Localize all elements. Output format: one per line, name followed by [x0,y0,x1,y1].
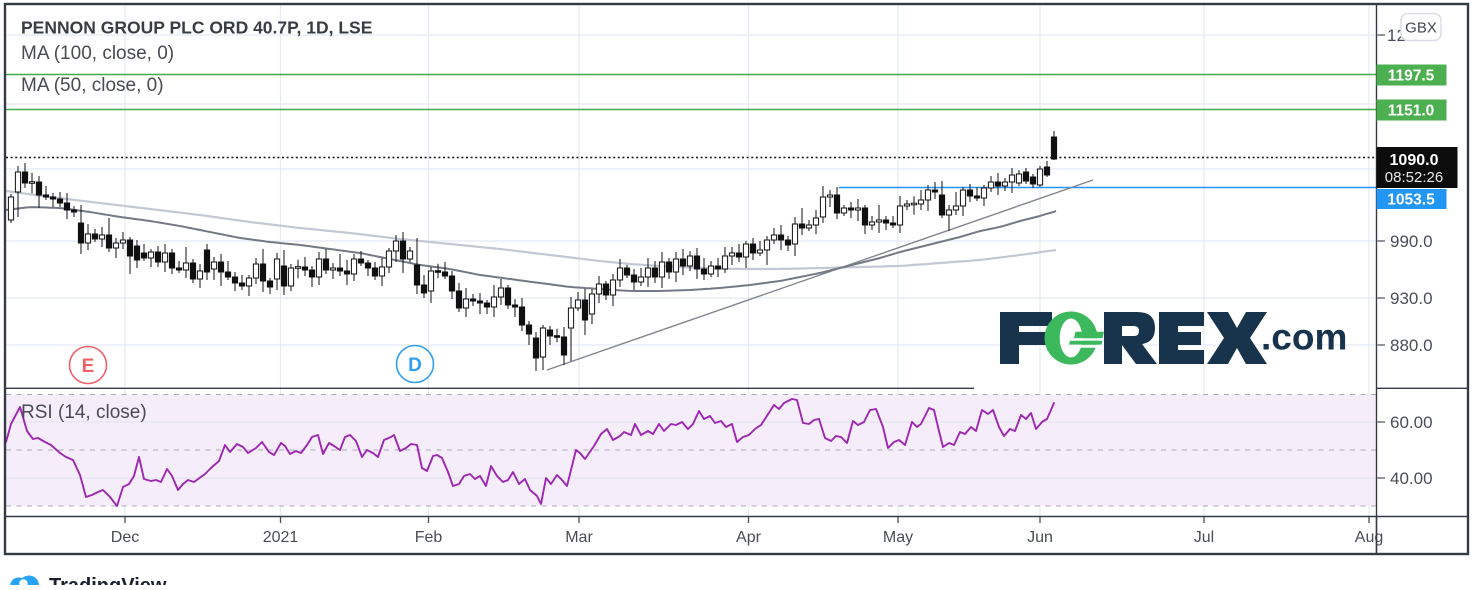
svg-text:40.00: 40.00 [1390,469,1433,488]
svg-text:990.0: 990.0 [1390,232,1433,251]
svg-text:RSI (14, close): RSI (14, close) [21,402,147,423]
svg-text:PENNON GROUP PLC ORD 40.7P, 1D: PENNON GROUP PLC ORD 40.7P, 1D, LSE [21,18,372,38]
svg-text:1151.0: 1151.0 [1388,103,1435,120]
svg-text:60.00: 60.00 [1390,413,1433,432]
svg-text:1053.5: 1053.5 [1387,192,1435,209]
svg-text:Feb: Feb [415,529,443,546]
svg-text:D: D [408,355,422,376]
svg-text:Aug: Aug [1355,529,1383,546]
svg-text:Apr: Apr [736,529,762,546]
svg-text:MA (50, close, 0): MA (50, close, 0) [21,75,164,96]
svg-text:Mar: Mar [565,529,593,546]
svg-text:.com: .com [1261,317,1347,358]
svg-text:GBX: GBX [1405,20,1437,37]
svg-text:1090.0: 1090.0 [1390,152,1439,169]
svg-text:1197.5: 1197.5 [1388,68,1435,85]
svg-text:930.0: 930.0 [1390,289,1433,308]
svg-text:2021: 2021 [263,529,299,546]
svg-text:E: E [82,356,95,377]
svg-text:May: May [883,529,913,546]
svg-text:Jul: Jul [1194,529,1214,546]
svg-text:Dec: Dec [111,529,139,546]
svg-text:Jun: Jun [1027,529,1053,546]
svg-text:TradingView: TradingView [49,575,167,585]
svg-text:08:52:26: 08:52:26 [1385,169,1443,186]
svg-text:MA (100, close, 0): MA (100, close, 0) [21,43,174,64]
svg-text:880.0: 880.0 [1390,336,1433,355]
